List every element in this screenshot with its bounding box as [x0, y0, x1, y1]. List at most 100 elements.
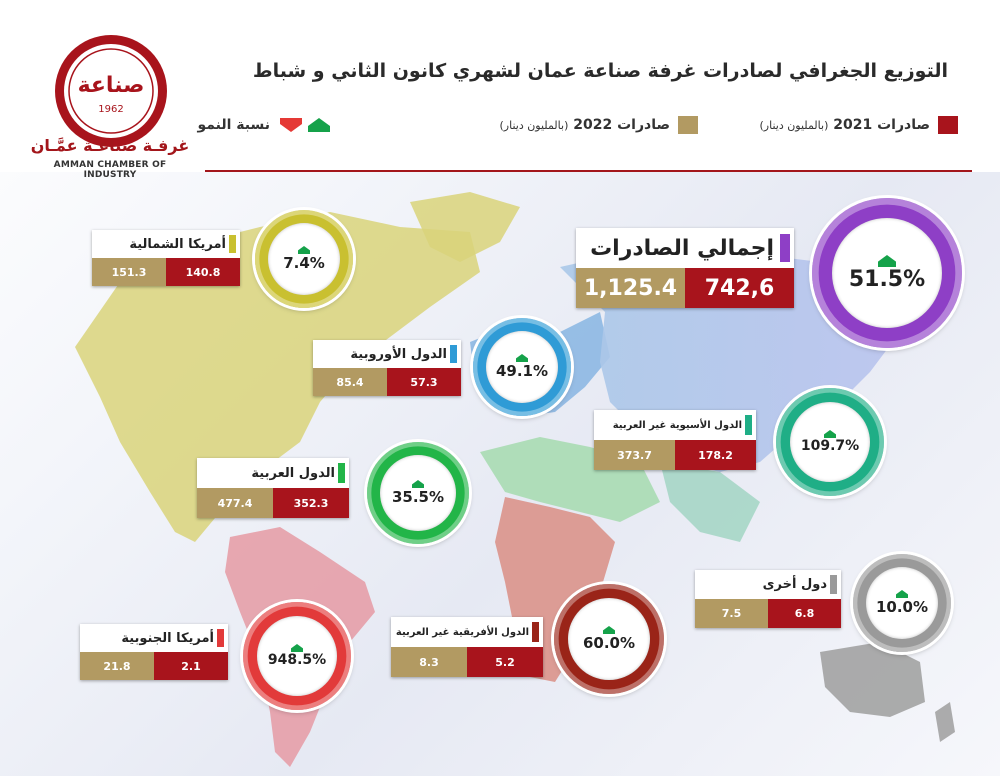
header-divider — [205, 170, 972, 172]
legend-swatch-2022 — [678, 116, 698, 134]
value-2021: 352.3 — [273, 488, 349, 518]
growth-ring-arab: 35.5% — [367, 442, 469, 544]
growth-ring-inner: 109.7% — [790, 402, 870, 482]
growth-ring-north_america: 7.4% — [255, 210, 353, 308]
region-card-asia: الدول الأسيوية غير العربية 373.7 178.2 — [594, 410, 756, 470]
region-card-header: دول أخرى — [695, 570, 841, 599]
region-card-africa: الدول الأفريقية غير العربية 8.3 5.2 — [391, 617, 543, 677]
logo-mark: صناعة — [78, 73, 145, 98]
growth-ring-inner: 948.5% — [257, 616, 337, 696]
value-2021: 140.8 — [166, 258, 240, 286]
value-2021: 178.2 — [675, 440, 756, 470]
region-values: 477.4 352.3 — [197, 488, 349, 518]
growth-up-icon — [298, 246, 310, 254]
region-card-header: الدول العربية — [197, 458, 349, 488]
growth-ring-europe: 49.1% — [473, 318, 571, 416]
region-card-header: إجمالي الصادرات — [576, 228, 794, 268]
value-2021: 6.8 — [768, 599, 841, 628]
legend-2022: صادرات 2022 (بالمليون دينار) — [499, 116, 698, 134]
new-zealand-shape — [935, 702, 955, 742]
growth-ring-inner: 49.1% — [486, 331, 558, 403]
growth-percent: 948.5% — [267, 652, 327, 668]
region-values: 373.7 178.2 — [594, 440, 756, 470]
legend-growth: نسبة النمو — [197, 116, 332, 134]
growth-up-icon — [291, 644, 303, 652]
region-card-header: أمريكا الجنوبية — [80, 624, 228, 652]
region-card-header: الدول الأسيوية غير العربية — [594, 410, 756, 440]
legend-2021-label: صادرات 2021 — [833, 117, 930, 133]
growth-ring-asia: 109.7% — [776, 388, 884, 496]
legend-2022-unit: (بالمليون دينار) — [499, 119, 569, 132]
growth-arrows-icon — [280, 118, 330, 132]
region-name: الدول الأفريقية غير العربية — [395, 626, 529, 638]
growth-up-icon — [878, 254, 896, 267]
region-values: 8.3 5.2 — [391, 647, 543, 677]
value-2022: 151.3 — [92, 258, 166, 286]
region-card-header: الدول الأوروبية — [313, 340, 461, 368]
growth-ring-other: 10.0% — [853, 554, 951, 652]
value-2021: 57.3 — [387, 368, 461, 396]
region-color-bar — [217, 629, 224, 647]
value-2021: 5.2 — [467, 647, 543, 677]
chamber-logo: صناعة 1962 — [55, 35, 167, 147]
value-2022: 373.7 — [594, 440, 675, 470]
value-2022: 477.4 — [197, 488, 273, 518]
value-2022: 85.4 — [313, 368, 387, 396]
region-color-bar — [780, 234, 790, 262]
oceania-shape — [820, 642, 925, 717]
value-2022: 21.8 — [80, 652, 154, 680]
growth-ring-inner: 51.5% — [832, 218, 942, 328]
logo-text-arabic: غرفـة صناعـة عمَّـان — [30, 136, 190, 155]
region-card-europe: الدول الأوروبية 85.4 57.3 — [313, 340, 461, 396]
region-card-south_america: أمريكا الجنوبية 21.8 2.1 — [80, 624, 228, 680]
growth-up-icon — [603, 626, 615, 634]
growth-percent: 51.5% — [848, 266, 926, 292]
growth-percent: 10.0% — [875, 598, 929, 616]
region-name: أمريكا الجنوبية — [121, 630, 214, 646]
region-name: الدول الأسيوية غير العربية — [612, 419, 742, 431]
growth-percent: 49.1% — [495, 362, 549, 380]
greenland-shape — [410, 192, 520, 262]
logo-text-english: AMMAN CHAMBER OF INDUSTRY — [53, 160, 167, 180]
growth-percent: 7.4% — [283, 254, 325, 272]
growth-ring-inner: 7.4% — [268, 223, 340, 295]
value-2022: 1,125.4 — [576, 268, 685, 308]
growth-ring-inner: 35.5% — [380, 455, 456, 531]
page-title: التوزيع الجغرافي لصادرات غرفة صناعة عمان… — [252, 60, 948, 82]
region-color-bar — [830, 575, 837, 594]
growth-percent: 35.5% — [391, 488, 445, 506]
region-values: 1,125.4 742,6 — [576, 268, 794, 308]
growth-ring-inner: 60.0% — [568, 598, 650, 680]
legend-growth-label: نسبة النمو — [197, 117, 270, 133]
region-values: 7.5 6.8 — [695, 599, 841, 628]
region-color-bar — [532, 622, 539, 642]
growth-up-icon — [896, 590, 908, 598]
growth-up-icon — [824, 430, 836, 438]
region-color-bar — [745, 415, 752, 435]
region-card-other: دول أخرى 7.5 6.8 — [695, 570, 841, 628]
growth-ring-total: 51.5% — [812, 198, 962, 348]
region-color-bar — [338, 463, 345, 483]
value-2021: 742,6 — [685, 268, 794, 308]
region-card-arab: الدول العربية 477.4 352.3 — [197, 458, 349, 518]
north-america-shape — [75, 212, 480, 542]
legend-2021: صادرات 2021 (بالمليون دينار) — [760, 116, 958, 134]
value-2021: 2.1 — [154, 652, 228, 680]
growth-percent: 109.7% — [800, 438, 860, 454]
header: صناعة 1962 غرفـة صناعـة عمَّـان AMMAN CH… — [0, 0, 1000, 180]
value-2022: 8.3 — [391, 647, 467, 677]
region-name: دول أخرى — [762, 577, 827, 592]
growth-up-icon — [412, 480, 424, 488]
growth-percent: 60.0% — [582, 634, 636, 652]
growth-ring-africa: 60.0% — [554, 584, 664, 694]
region-values: 21.8 2.1 — [80, 652, 228, 680]
legend-2022-label: صادرات 2022 — [573, 117, 670, 133]
growth-ring-inner: 10.0% — [866, 567, 938, 639]
region-name: أمريكا الشمالية — [129, 236, 226, 252]
region-name: الدول العربية — [251, 465, 335, 481]
growth-up-icon — [516, 354, 528, 362]
region-name: الدول الأوروبية — [350, 346, 447, 362]
value-2022: 7.5 — [695, 599, 768, 628]
region-values: 85.4 57.3 — [313, 368, 461, 396]
